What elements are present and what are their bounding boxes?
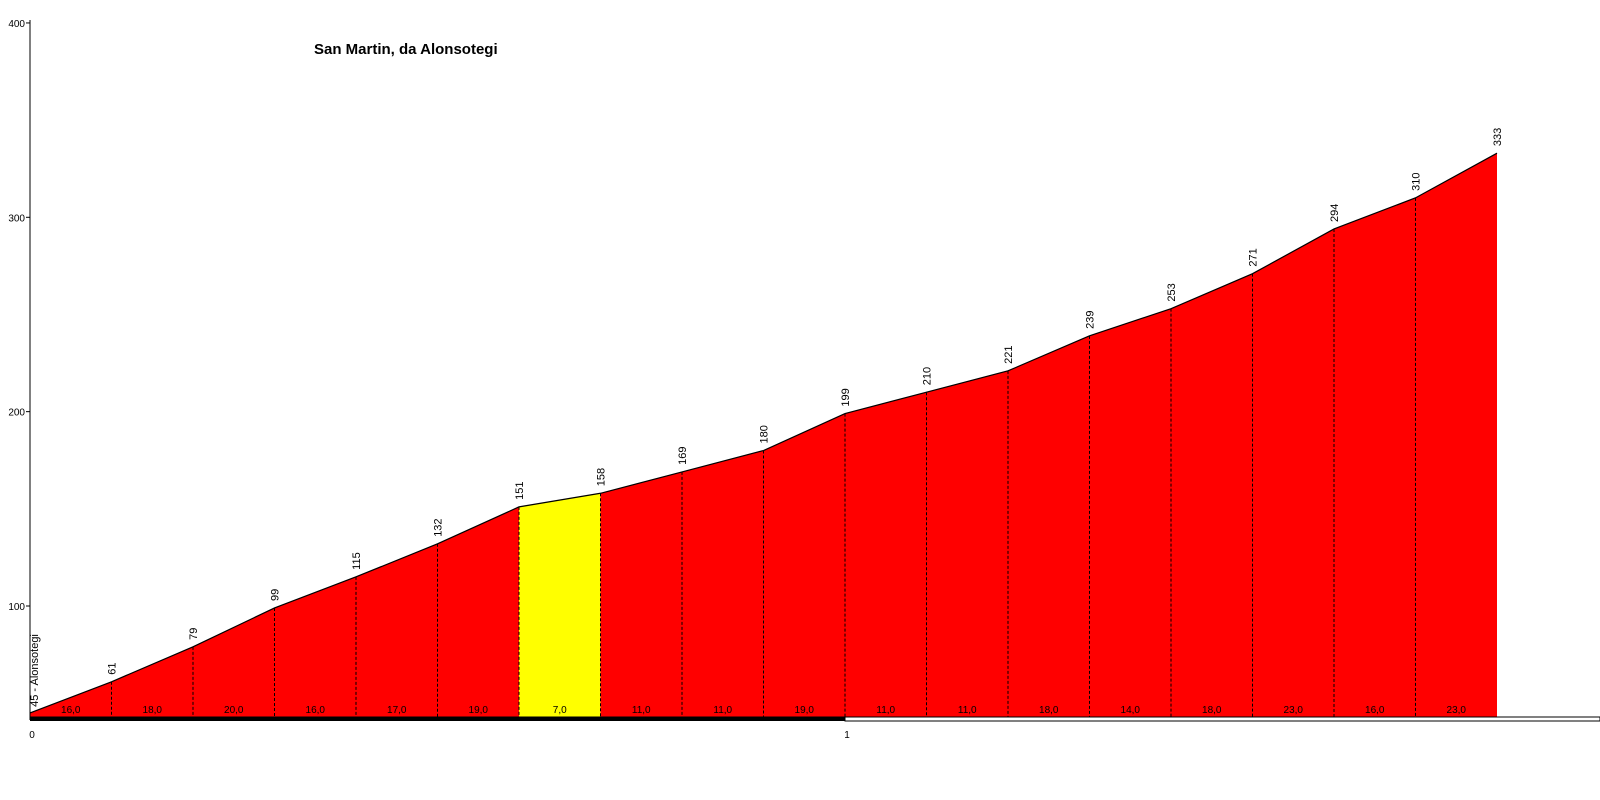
gradient-label-12: 11,0 xyxy=(958,705,977,716)
gradient-label-1: 16,0 xyxy=(61,705,81,716)
profile-segment-2 xyxy=(111,646,193,717)
gradient-label-3: 20,0 xyxy=(224,705,244,716)
elevation-label-14: 253 xyxy=(1166,283,1178,301)
elevation-label-10: 199 xyxy=(840,388,852,406)
gradient-label-15: 18,0 xyxy=(1202,705,1222,716)
y-tick-label-200: 200 xyxy=(8,408,25,419)
gradient-label-2: 18,0 xyxy=(143,705,163,716)
profile-segment-9 xyxy=(682,450,764,717)
elevation-label-8: 169 xyxy=(677,447,689,465)
elevation-label-2: 79 xyxy=(188,628,200,640)
profile-segment-17 xyxy=(1334,197,1416,718)
gradient-label-13: 18,0 xyxy=(1039,705,1059,716)
profile-segment-4 xyxy=(274,576,356,717)
km-bar-0 xyxy=(30,717,845,721)
gradient-label-5: 17,0 xyxy=(387,705,407,716)
gradient-label-11: 11,0 xyxy=(876,705,895,716)
x-tick-label-0: 0 xyxy=(29,730,35,741)
profile-segment-8 xyxy=(600,471,682,717)
profile-segment-6 xyxy=(437,506,519,717)
elevation-label-17: 310 xyxy=(1411,173,1423,191)
gradient-label-17: 16,0 xyxy=(1365,705,1385,716)
profile-segment-11 xyxy=(845,392,927,717)
start-label: 45 - Alonsotegi xyxy=(29,634,41,707)
elevation-label-11: 210 xyxy=(922,367,934,385)
profile-segment-15 xyxy=(1171,273,1253,717)
gradient-label-18: 23,0 xyxy=(1447,705,1467,716)
profile-segment-18 xyxy=(1415,153,1497,718)
gradient-label-7: 7,0 xyxy=(553,705,567,716)
elevation-label-15: 271 xyxy=(1248,248,1260,266)
elevation-label-18: 333 xyxy=(1492,128,1504,146)
profile-segment-16 xyxy=(1252,228,1334,717)
chart-title: San Martin, da Alonsotegi xyxy=(314,41,498,58)
gradient-label-16: 23,0 xyxy=(1284,705,1304,716)
profile-segment-7 xyxy=(519,493,601,717)
gradient-label-8: 11,0 xyxy=(632,705,651,716)
elevation-label-7: 158 xyxy=(596,468,608,486)
profile-segment-3 xyxy=(193,607,275,717)
x-tick-label-1: 1 xyxy=(844,730,850,741)
profile-segment-13 xyxy=(1008,335,1090,717)
elevation-label-5: 132 xyxy=(433,518,445,536)
gradient-label-10: 19,0 xyxy=(795,705,815,716)
km-bar-1 xyxy=(844,716,1600,722)
elevation-label-12: 221 xyxy=(1003,345,1015,363)
elevation-label-16: 294 xyxy=(1329,204,1341,222)
profile-segment-12 xyxy=(926,370,1008,717)
gradient-label-9: 11,0 xyxy=(713,705,732,716)
elevation-label-4: 115 xyxy=(351,552,363,570)
y-tick-label-400: 400 xyxy=(8,19,25,30)
gradient-label-6: 19,0 xyxy=(469,705,489,716)
profile-segment-1 xyxy=(30,681,112,717)
y-tick-label-100: 100 xyxy=(8,602,25,613)
plot-area: 16,0 18,0 20,0 16,0 17,0 19,0 7,0 11,0 11,0 19,0 1… xyxy=(8,19,1600,741)
gradient-label-14: 14,0 xyxy=(1121,705,1141,716)
profile-segment-5 xyxy=(356,543,438,717)
gradient-label-4: 16,0 xyxy=(306,705,326,716)
elevation-label-13: 239 xyxy=(1085,310,1097,328)
elevation-label-6: 151 xyxy=(514,482,526,500)
elevation-label-9: 180 xyxy=(759,425,771,443)
elevation-label-3: 99 xyxy=(270,589,282,601)
profile-segment-10 xyxy=(763,413,845,717)
elevation-label-1: 61 xyxy=(107,663,119,675)
profile-segment-14 xyxy=(1089,308,1171,717)
y-tick-label-300: 300 xyxy=(8,213,25,224)
